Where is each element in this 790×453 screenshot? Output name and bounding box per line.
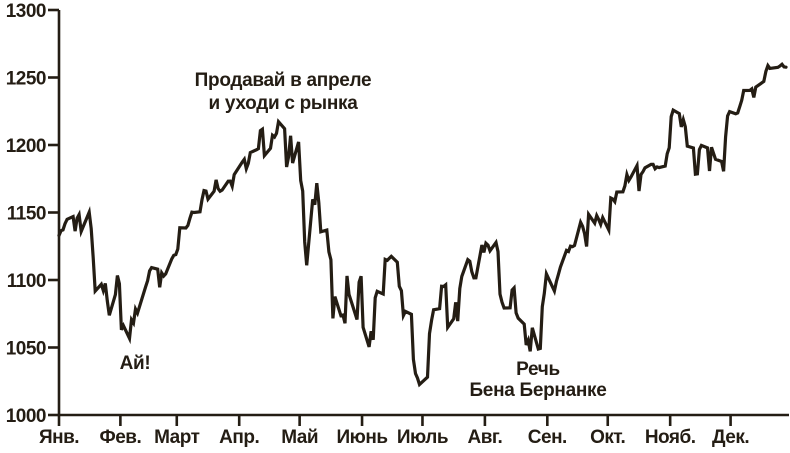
- price-line-path: [57, 61, 788, 388]
- axis-lines: [57, 10, 789, 417]
- annotation-bernanke-speech-line-2: Бена Бернанке: [469, 380, 606, 401]
- x-tick-label-9: Сен.: [528, 427, 567, 448]
- y-tick-label-1300: 1300: [6, 1, 46, 22]
- y-tick-label-1100: 1100: [7, 271, 46, 292]
- x-tick-label-8: Авг.: [468, 427, 503, 448]
- y-tick-label-1000: 1000: [6, 406, 46, 427]
- x-ticks: [57, 415, 732, 426]
- x-tick-label-11: Нояб.: [645, 427, 696, 448]
- x-tick-label-6: Июнь: [337, 427, 388, 448]
- x-tick-label-5: Май: [281, 427, 318, 448]
- annotation-ouch-line-1: Ай!: [120, 353, 151, 374]
- x-tick-label-7: Июль: [397, 427, 448, 448]
- y-ticks: [48, 8, 59, 417]
- x-tick-labels: Янв. Фев. Март Апр. Май Июнь Июль Авг. Сен. Окт. Н…: [39, 427, 750, 448]
- y-tick-label-1050: 1050: [6, 339, 46, 360]
- annotation-sell-in-april-line-2: и уходи с рынка: [209, 93, 359, 114]
- annotation-bernanke-speech-line-1: Речь: [516, 359, 560, 380]
- annotation-sell-in-april-line-1: Продавай в апреле: [195, 70, 372, 91]
- price-line: [57, 61, 788, 388]
- axes: [57, 10, 789, 417]
- x-tick-label-10: Окт.: [590, 427, 625, 448]
- x-tick-label-12: Дек.: [712, 427, 749, 448]
- x-tick-label-1: Янв.: [39, 427, 79, 448]
- y-tick-label-1200: 1200: [6, 136, 46, 157]
- x-tick-label-4: Апр.: [219, 427, 259, 448]
- y-tick-labels: 1000 1050 1100 1150 1200 1250 1300: [6, 1, 47, 427]
- y-tick-label-1150: 1150: [7, 204, 46, 225]
- x-tick-label-2: Фев.: [100, 427, 142, 448]
- y-tick-label-1250: 1250: [6, 69, 46, 90]
- x-tick-label-3: Март: [154, 427, 199, 448]
